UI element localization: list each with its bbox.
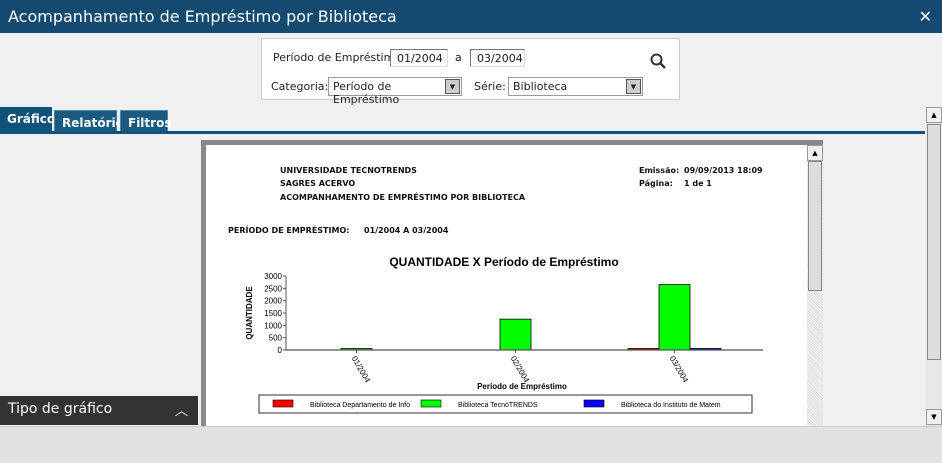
window-title: Acompanhamento de Empréstimo por Bibliot… (8, 7, 397, 26)
chart-type-label: Tipo de gráfico (8, 401, 113, 417)
scroll-thumb[interactable] (927, 124, 941, 360)
chevron-up-icon[interactable]: ︿ (174, 404, 188, 419)
tab-underline (0, 131, 925, 134)
report-title: ACOMPANHAMENTO DE EMPRÉSTIMO POR BIBLIOT… (280, 193, 526, 202)
x-tick-label: 01/2004 (350, 355, 373, 385)
y-tick-label: 1000 (264, 321, 282, 330)
x-tick-label: 03/2004 (668, 355, 691, 385)
filter-panel: Período de Empréstimo: 01/2004 a 03/2004… (261, 38, 680, 106)
periodo-to-input[interactable]: 03/2004 (470, 49, 525, 67)
periodo-label: Período de Empréstimo: (273, 51, 405, 64)
report-page: UNIVERSIDADE TECNOTRENDS SAGRES ACERVO A… (206, 145, 807, 426)
y-tick-label: 500 (269, 334, 283, 343)
main-scrollbar[interactable]: ▲ ▼ (926, 107, 942, 426)
a-label: a (455, 51, 462, 64)
emissao-label: Emissão: (639, 166, 680, 175)
serie-value: Biblioteca (513, 80, 568, 93)
y-tick-label: 3000 (264, 272, 282, 281)
scroll-up-icon[interactable]: ▲ (807, 145, 823, 161)
scroll-thumb[interactable] (808, 161, 822, 291)
search-icon[interactable] (650, 53, 666, 69)
legend-box (258, 394, 753, 414)
report-viewer: UNIVERSIDADE TECNOTRENDS SAGRES ACERVO A… (201, 140, 823, 426)
legend-label: Biblioteca TecnoTRENDS (458, 402, 538, 409)
dropdown-arrow-icon[interactable]: ▼ (445, 79, 460, 94)
legend-swatch (420, 399, 442, 408)
title-bar: Acompanhamento de Empréstimo por Bibliot… (0, 0, 942, 33)
bar-2-1 (658, 284, 691, 351)
pagina-label: Página: (639, 179, 673, 188)
bar-chart: QUANTIDADE X Período de Empréstimo QUANTI… (245, 255, 763, 414)
periodo-label: PERÍODO DE EMPRÉSTIMO: (228, 226, 350, 235)
periodo-from-input[interactable]: 01/2004 (390, 49, 448, 67)
emissao-value: 09/09/2013 18:09 (684, 166, 763, 175)
system-name: SAGRES ACERVO (280, 179, 356, 188)
legend-swatch (583, 399, 605, 408)
tab-filtros[interactable]: Filtros (120, 110, 171, 134)
y-tick-label: 2000 (264, 297, 282, 306)
institution: UNIVERSIDADE TECNOTRENDS (280, 166, 417, 175)
tab-grafico[interactable]: Gráfico (0, 107, 55, 134)
periodo-value: 01/2004 A 03/2004 (364, 226, 449, 235)
y-tick-label: 0 (278, 346, 283, 355)
bottom-bar (0, 426, 942, 463)
chart-type-panel[interactable]: Tipo de gráfico ︿ (0, 396, 198, 425)
close-icon[interactable]: ✕ (918, 7, 932, 26)
scroll-down-icon[interactable]: ▼ (926, 409, 942, 425)
scroll-up-icon[interactable]: ▲ (926, 107, 942, 123)
legend-label: Biblioteca Departamento de Info (310, 402, 410, 409)
y-axis-label: QUANTIDADE (245, 286, 254, 340)
pagina-value: 1 de 1 (684, 179, 712, 188)
serie-label: Série: (474, 80, 506, 93)
serie-select[interactable]: Biblioteca ▼ (508, 77, 643, 96)
bar-1-1 (499, 318, 532, 351)
categoria-select[interactable]: Período de Empréstimo ▼ (328, 77, 462, 106)
dropdown-arrow-icon[interactable]: ▼ (626, 79, 641, 94)
report-scrollbar[interactable]: ▲ (807, 145, 823, 426)
y-tick-label: 1500 (264, 309, 282, 318)
categoria-label: Categoria: (271, 80, 329, 93)
tab-relatorio[interactable]: Relatório (54, 110, 124, 134)
x-tick-label: 02/2004 (509, 355, 532, 385)
categoria-value: Período de Empréstimo (333, 80, 400, 106)
x-axis-label: Período de Empréstimo (477, 382, 567, 391)
legend-label: Biblioteca do Instituto de Matem (621, 402, 721, 409)
y-tick-label: 2500 (264, 284, 282, 293)
chart-title: QUANTIDADE X Período de Empréstimo (389, 255, 618, 269)
legend-swatch (272, 399, 294, 408)
